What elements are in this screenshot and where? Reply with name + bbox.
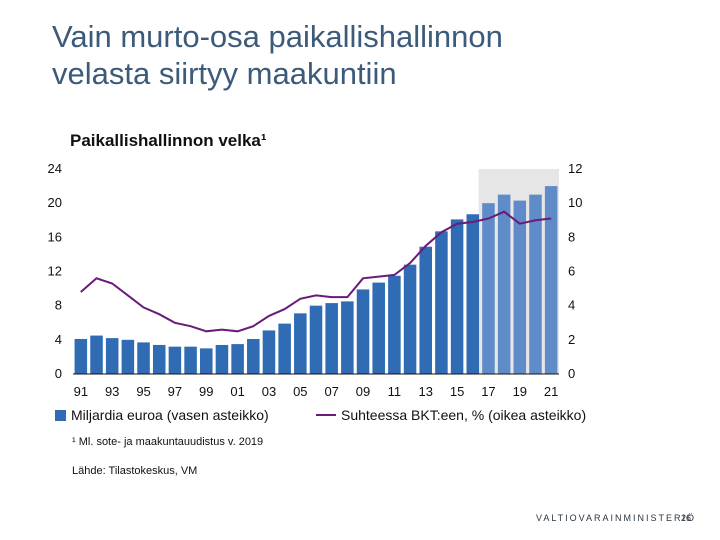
x-axis-ticks: 91 93 95 97 99 01 03 05 07 09 11 13 15 17 19 21 [74, 384, 559, 399]
x-tick-19: 19 [513, 384, 527, 399]
chart-title: Paikallishallinnon velka¹ [70, 131, 267, 150]
bar-2017 [482, 203, 495, 374]
bar-1997 [168, 346, 182, 374]
page-number: 26 [681, 513, 692, 523]
left-axis-ticks: 0 4 8 12 16 20 24 [48, 161, 62, 381]
slide-title-line-1: Vain murto-osa paikallishallinnon [52, 19, 503, 54]
x-tick-97: 97 [168, 384, 182, 399]
left-tick-24: 24 [48, 161, 62, 176]
bar-1991 [74, 338, 88, 374]
x-tick-05: 05 [293, 384, 307, 399]
left-tick-8: 8 [55, 298, 62, 313]
x-tick-93: 93 [105, 384, 119, 399]
bar-2012 [403, 264, 417, 374]
right-tick-10: 10 [568, 195, 582, 210]
gdp-ratio-line [80, 210, 552, 333]
x-tick-09: 09 [356, 384, 370, 399]
bar-2015 [450, 219, 464, 374]
bar-1993 [105, 338, 119, 374]
right-tick-2: 2 [568, 332, 575, 347]
slide-title: Vain murto-osa paikallishallinnon velast… [52, 18, 672, 92]
left-tick-20: 20 [48, 195, 62, 210]
right-tick-8: 8 [568, 229, 575, 244]
bar-2021 [544, 186, 558, 374]
chart-source: Lähde: Tilastokeskus, VM [72, 465, 197, 477]
slide-title-line-2: velasta siirtyy maakuntiin [52, 56, 397, 91]
x-tick-17: 17 [481, 384, 495, 399]
left-tick-12: 12 [48, 264, 62, 279]
bar-2013 [419, 246, 433, 374]
right-axis-ticks: 0 2 4 6 8 10 12 [568, 161, 582, 381]
x-tick-95: 95 [136, 384, 150, 399]
bar-2009 [356, 289, 370, 374]
x-tick-07: 07 [324, 384, 338, 399]
right-tick-0: 0 [568, 366, 575, 381]
bar-2016 [466, 214, 480, 374]
bar-1998 [184, 346, 197, 374]
x-tick-15: 15 [450, 384, 464, 399]
bar-2018 [497, 194, 511, 374]
bar-1999 [199, 348, 213, 374]
x-tick-11: 11 [388, 384, 402, 399]
x-tick-13: 13 [419, 384, 433, 399]
bar-2001 [231, 344, 244, 374]
ministry-logo: VALTIOVARAINMINISTERIÖ [536, 513, 697, 523]
bar-1996 [152, 344, 166, 374]
x-tick-03: 03 [262, 384, 276, 399]
left-tick-0: 0 [55, 366, 62, 381]
chart-footnote: ¹ Ml. sote- ja maakuntauudistus v. 2019 [72, 436, 263, 448]
x-tick-21: 21 [544, 384, 558, 399]
right-tick-12: 12 [568, 161, 582, 176]
bar-2020 [529, 194, 542, 374]
legend-line-label: Suhteessa BKT:een, % (oikea asteikko) [341, 407, 586, 423]
bar-2019 [513, 200, 527, 374]
x-tick-99: 99 [199, 384, 213, 399]
bar-2011 [388, 275, 401, 374]
bar-1992 [90, 335, 103, 374]
bar-2006 [309, 305, 323, 374]
bar-1995 [137, 342, 150, 374]
x-tick-01: 01 [230, 384, 244, 399]
bar-2000 [215, 344, 229, 374]
left-tick-16: 16 [48, 229, 62, 244]
bar-2004 [278, 323, 291, 374]
bar-2014 [435, 231, 448, 374]
bars-group [74, 186, 558, 374]
bar-2007 [325, 303, 338, 374]
bar-2002 [247, 338, 260, 374]
bar-2010 [372, 282, 385, 374]
bar-2008 [341, 301, 354, 374]
left-tick-4: 4 [55, 332, 62, 347]
bar-1994 [121, 339, 135, 374]
bar-2003 [262, 330, 276, 374]
bar-2005 [294, 313, 307, 374]
legend-bar-label: Miljardia euroa (vasen asteikko) [71, 407, 269, 423]
right-tick-4: 4 [568, 298, 575, 313]
right-tick-6: 6 [568, 264, 575, 279]
legend-bar-swatch [55, 410, 66, 421]
x-tick-91: 91 [74, 384, 88, 399]
